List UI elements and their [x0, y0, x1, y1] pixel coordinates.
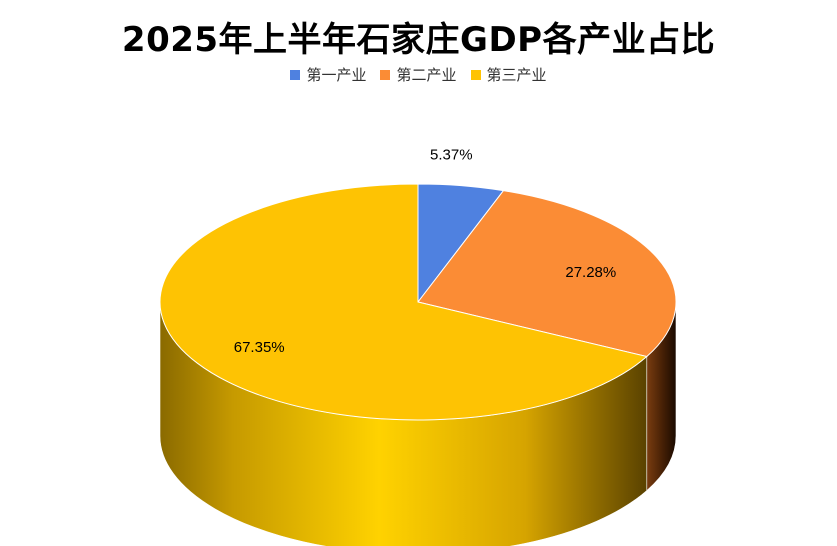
legend-label-tertiary: 第三产业 — [486, 66, 547, 84]
legend-swatch-primary — [290, 69, 301, 80]
legend-item-tertiary[interactable]: 第三产业 — [470, 64, 547, 85]
pie-tops — [159, 183, 677, 421]
chart-title: 2025年上半年石家庄GDP各产业占比 — [121, 20, 716, 60]
legend: 第一产业 第二产业 第三产业 — [0, 64, 837, 85]
pie-slice-tertiary[interactable] — [159, 183, 648, 421]
legend-item-secondary[interactable]: 第二产业 — [380, 64, 457, 85]
pie-slice-secondary[interactable] — [417, 190, 677, 358]
legend-label-secondary: 第二产业 — [396, 66, 457, 84]
data-label-tertiary: 67.35% — [234, 339, 285, 356]
pie-labels: 5.37% 27.28% 67.35% — [234, 147, 616, 356]
data-label-secondary: 27.28% — [565, 264, 616, 281]
legend-swatch-secondary — [380, 69, 391, 80]
legend-item-primary[interactable]: 第一产业 — [290, 64, 366, 85]
legend-label-primary: 第一产业 — [306, 66, 367, 84]
legend-swatch-tertiary — [470, 69, 481, 80]
data-label-primary: 5.37% — [430, 147, 473, 164]
